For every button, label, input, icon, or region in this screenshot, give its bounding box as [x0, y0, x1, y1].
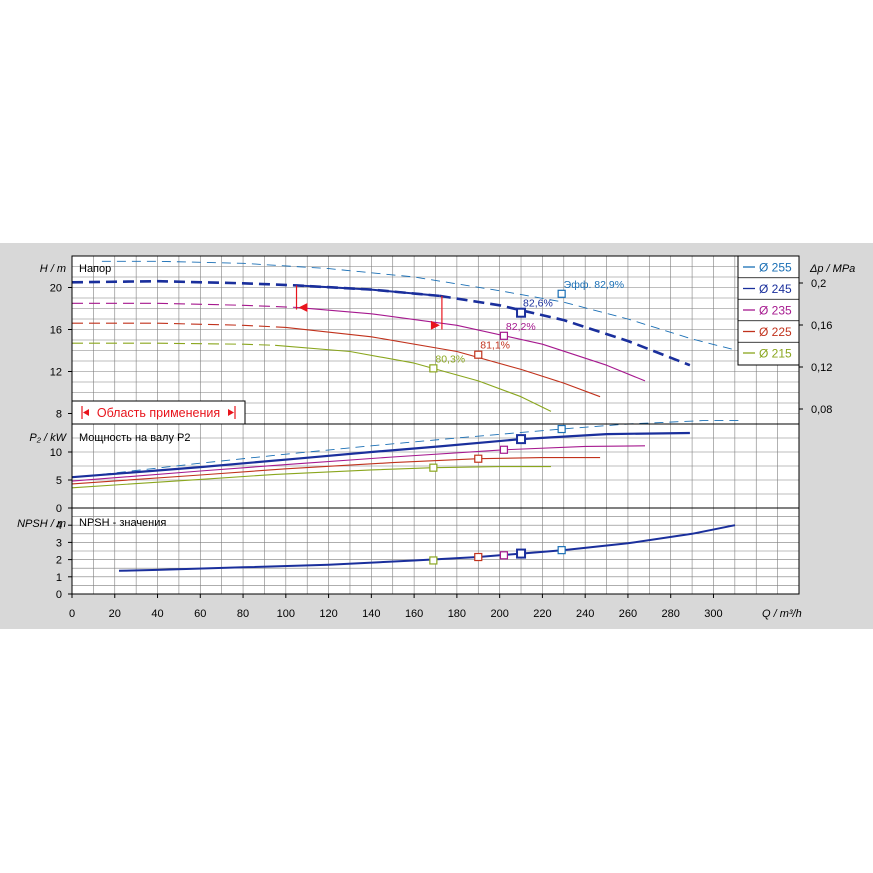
- efficiency-label: 80,3%: [435, 353, 465, 365]
- right-axis-label: Δp / MPa: [809, 263, 855, 275]
- right-tick-label: 0,12: [811, 362, 832, 374]
- duty-point-marker: [516, 548, 527, 559]
- x-tick-label: 180: [448, 608, 466, 620]
- panel-frames: [71, 255, 800, 595]
- pump-performance-chart: Эфф. 82,9% 82,6% 82,2% 81,1% 80,3% Область п…: [0, 243, 873, 629]
- series-line-head-225: [72, 322, 286, 328]
- panel-title-head: Напор: [79, 263, 111, 275]
- chart-canvas: Эфф. 82,9% 82,6% 82,2% 81,1% 80,3% Область п…: [17, 255, 855, 620]
- x-tick-label: 240: [576, 608, 594, 620]
- plot-frame: [71, 255, 800, 595]
- duty-point-marker: [499, 445, 509, 454]
- duty-point-marker: [429, 364, 438, 373]
- series-line-head-215: [275, 344, 552, 412]
- x-tick-label: 60: [194, 608, 206, 620]
- x-tick-label: 160: [405, 608, 423, 620]
- y-tick-label: 2: [56, 555, 62, 567]
- x-tick-label: 40: [151, 608, 163, 620]
- range-caption-arrow-right-icon: [228, 409, 234, 416]
- duty-point-marker: [557, 424, 566, 434]
- y-tick-label: 8: [56, 409, 62, 421]
- duty-point-marker: [474, 350, 483, 359]
- x-tick-label: 80: [237, 608, 249, 620]
- y-tick-label: 12: [50, 367, 62, 379]
- series-line-head-235: [296, 306, 646, 382]
- grid: [72, 256, 799, 594]
- operating-range-label: Область применения: [97, 406, 220, 420]
- y-tick-label: 1: [56, 572, 62, 584]
- right-tick-label: 0,08: [811, 404, 832, 416]
- y-tick-label: 5: [56, 475, 62, 487]
- legend-label: Ø 235: [759, 304, 792, 318]
- duty-point-marker: [557, 289, 566, 298]
- operating-range-layer: Область применения: [71, 285, 443, 425]
- duty-point-marker: [557, 546, 566, 555]
- x-tick-label: 220: [533, 608, 551, 620]
- x-tick-label: 280: [662, 608, 680, 620]
- efficiency-label: 81,1%: [480, 340, 510, 352]
- y-tick-label: 0: [56, 503, 62, 515]
- y-tick-label: 10: [50, 447, 62, 459]
- x-tick-label: 0: [69, 608, 75, 620]
- range-max-arrow-icon: [430, 320, 440, 330]
- legend-label: Ø 215: [759, 347, 792, 361]
- series-line-power-215: [71, 466, 551, 489]
- x-axis-label: Q / m³/h: [762, 608, 802, 620]
- y-tick-label: 4: [56, 520, 62, 532]
- right-tick-label: 0,2: [811, 278, 826, 290]
- y-axis-label-head: H / m: [40, 263, 66, 275]
- duty-points-layer: Эфф. 82,9% 82,6% 82,2% 81,1% 80,3%: [429, 279, 624, 565]
- series-line-head-235: [72, 302, 297, 308]
- x-tick-label: 100: [277, 608, 295, 620]
- x-tick-label: 140: [362, 608, 380, 620]
- duty-point-marker: [429, 556, 438, 565]
- series-line-head-255: [101, 260, 746, 354]
- y-tick-label: 0: [56, 589, 62, 601]
- panel-title-power: Мощность на валу P2: [79, 432, 191, 444]
- y-tick-label: 20: [50, 283, 62, 295]
- series-line-power-245: [71, 431, 690, 479]
- efficiency-label: 82,6%: [523, 298, 553, 310]
- x-tick-label: 120: [319, 608, 337, 620]
- duty-point-marker: [499, 331, 509, 340]
- efficiency-label: 82,2%: [506, 321, 536, 333]
- legend: Ø 255 Ø 245 Ø 235 Ø 225 Ø 215: [737, 255, 800, 366]
- legend-label: Ø 245: [759, 282, 792, 296]
- series-line-head-225: [285, 326, 601, 398]
- legend-items: Ø 255 Ø 245 Ø 235 Ø 225 Ø 215: [738, 261, 799, 361]
- legend-label: Ø 225: [759, 325, 792, 339]
- x-tick-label: 300: [704, 608, 722, 620]
- panel-title-npsh: NPSH - значения: [79, 517, 166, 529]
- x-tick-label: 260: [619, 608, 637, 620]
- duty-point-marker: [516, 307, 527, 318]
- x-tick-label: 20: [109, 608, 121, 620]
- y-axis-label-power: P₂ / kW: [29, 432, 67, 444]
- range-caption-arrow-left-icon: [83, 409, 89, 416]
- series-line-head-245: [439, 294, 691, 367]
- y-axis-label-npsh: NPSH / m: [17, 518, 66, 530]
- duty-point-marker: [499, 551, 509, 560]
- legend-label: Ø 255: [759, 261, 792, 275]
- right-tick-label: 0,16: [811, 320, 832, 332]
- duty-point-marker: [516, 434, 527, 445]
- duty-point-marker: [429, 463, 438, 472]
- series-line-head-245: [296, 284, 440, 297]
- y-tick-label: 3: [56, 537, 62, 549]
- series-line-head-215: [72, 342, 276, 346]
- y-tick-label: 16: [50, 325, 62, 337]
- efficiency-label: Эфф. 82,9%: [564, 279, 624, 291]
- series-line-power-255: [101, 420, 740, 475]
- duty-point-marker: [474, 552, 483, 562]
- duty-point-marker: [474, 454, 483, 463]
- x-tick-label: 200: [490, 608, 508, 620]
- range-min-arrow-icon: [298, 302, 308, 312]
- series-line-power-225: [71, 457, 601, 485]
- series-line-power-235: [71, 445, 646, 482]
